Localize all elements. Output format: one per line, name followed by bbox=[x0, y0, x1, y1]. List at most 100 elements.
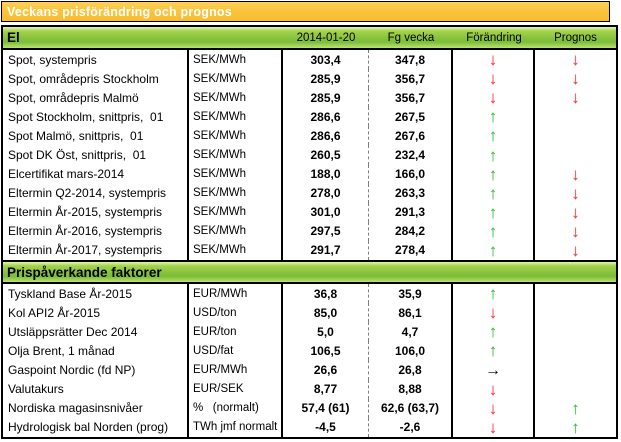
table-row: Spot, områdepris Stockholm SEK/MWh 285,9… bbox=[3, 69, 616, 89]
current-value: 8,77 bbox=[283, 379, 369, 399]
forecast-cell bbox=[535, 88, 616, 107]
change-cell bbox=[453, 341, 535, 361]
forecast-cell bbox=[535, 303, 616, 322]
row-unit: SEK/MWh bbox=[189, 126, 283, 146]
column-header-forecast: Prognos bbox=[554, 31, 597, 44]
change-arrow-icon bbox=[489, 285, 498, 302]
row-unit: SEK/MWh bbox=[189, 69, 283, 89]
current-value: 285,9 bbox=[283, 69, 369, 89]
current-value: -4,5 bbox=[283, 417, 369, 437]
change-arrow-icon bbox=[489, 381, 498, 398]
current-value: 286,6 bbox=[283, 107, 369, 127]
row-label: Eltermin År-2016, systempris bbox=[3, 221, 189, 241]
section-header-prispaverkande: Prispåverkande faktorer bbox=[3, 260, 616, 285]
table-row: Spot DK Öst, snittpris, 01 SEK/MWh 260,5… bbox=[3, 145, 616, 165]
change-arrow-icon bbox=[489, 242, 498, 259]
forecast-arrow-icon bbox=[571, 419, 580, 436]
change-cell bbox=[453, 417, 535, 437]
forecast-cell bbox=[535, 322, 616, 341]
change-cell bbox=[453, 107, 535, 127]
table-row: Nordiska magasinsnivåer % (normalt) 57,4… bbox=[3, 398, 616, 418]
row-label: Spot Malmö, snittpris, 01 bbox=[3, 126, 189, 146]
table-row: Eltermin År-2015, systempris SEK/MWh 301… bbox=[3, 202, 616, 222]
change-cell bbox=[453, 164, 535, 184]
row-unit: EUR/MWh bbox=[189, 284, 283, 304]
current-value: 36,8 bbox=[283, 284, 369, 304]
previous-value: -2,6 bbox=[369, 417, 453, 437]
row-unit: TWh jmf normalt bbox=[189, 417, 283, 437]
row-unit: USD/fat bbox=[189, 341, 283, 361]
row-label: Nordiska magasinsnivåer bbox=[3, 398, 189, 418]
change-cell bbox=[453, 88, 535, 108]
change-cell bbox=[453, 69, 535, 89]
table-row: Gaspoint Nordic (fd NP) EUR/MWh 26,6 26,… bbox=[3, 360, 616, 380]
previous-value: 4,7 bbox=[369, 322, 453, 342]
previous-value: 284,2 bbox=[369, 221, 453, 241]
column-header-prev-week: Fg vecka bbox=[387, 31, 435, 44]
table-row: Eltermin År-2017, systempris SEK/MWh 291… bbox=[3, 240, 616, 261]
table-row: Spot Malmö, snittpris, 01 SEK/MWh 286,6 … bbox=[3, 126, 616, 146]
change-cell bbox=[453, 240, 535, 261]
row-unit: EUR/ton bbox=[189, 322, 283, 342]
previous-value: 35,9 bbox=[369, 284, 453, 304]
row-label: Spot DK Öst, snittpris, 01 bbox=[3, 145, 189, 165]
previous-value: 86,1 bbox=[369, 303, 453, 323]
forecast-cell bbox=[535, 69, 616, 88]
row-label: Elcertifikat mars-2014 bbox=[3, 164, 189, 184]
change-cell bbox=[453, 360, 535, 380]
change-cell bbox=[453, 284, 535, 304]
row-unit: SEK/MWh bbox=[189, 88, 283, 108]
row-unit: SEK/MWh bbox=[189, 145, 283, 165]
table-row: Spot, systempris SEK/MWh 303,4 347,8 bbox=[3, 50, 616, 70]
table-row: Spot, områdepris Malmö SEK/MWh 285,9 356… bbox=[3, 88, 616, 108]
forecast-arrow-icon bbox=[571, 185, 580, 202]
row-unit: % (normalt) bbox=[189, 398, 283, 418]
table-row: Kol API2 År-2015 USD/ton 85,0 86,1 bbox=[3, 303, 616, 323]
row-label: Hydrologisk bal Norden (prog) bbox=[3, 417, 189, 437]
change-arrow-icon bbox=[489, 89, 498, 106]
current-value: 303,4 bbox=[283, 50, 369, 70]
change-arrow-icon bbox=[489, 223, 498, 240]
table-row: Tyskland Base År-2015 EUR/MWh 36,8 35,9 bbox=[3, 284, 616, 304]
row-unit: USD/ton bbox=[189, 303, 283, 323]
change-arrow-icon bbox=[489, 51, 498, 68]
change-arrow-icon bbox=[489, 400, 498, 417]
price-table: El 2014-01-20 Fg vecka Förändring Progno… bbox=[1, 25, 618, 439]
change-arrow-icon bbox=[489, 166, 498, 183]
forecast-cell bbox=[535, 145, 616, 164]
previous-value: 166,0 bbox=[369, 164, 453, 184]
previous-value: 8,88 bbox=[369, 379, 453, 399]
change-arrow-icon bbox=[489, 323, 498, 340]
current-value: 301,0 bbox=[283, 202, 369, 222]
previous-value: 267,6 bbox=[369, 126, 453, 146]
row-unit: SEK/MWh bbox=[189, 107, 283, 127]
forecast-arrow-icon bbox=[571, 70, 580, 87]
forecast-arrow-icon bbox=[571, 89, 580, 106]
forecast-arrow-icon bbox=[571, 242, 580, 259]
forecast-cell bbox=[535, 284, 616, 303]
forecast-cell bbox=[535, 380, 616, 399]
change-arrow-icon bbox=[489, 185, 498, 202]
current-value: 57,4 (61) bbox=[283, 398, 369, 418]
previous-value: 26,8 bbox=[369, 360, 453, 380]
forecast-cell bbox=[535, 241, 616, 260]
current-value: 286,6 bbox=[283, 126, 369, 146]
table-row: Olja Brent, 1 månad USD/fat 106,5 106,0 bbox=[3, 341, 616, 361]
row-label: Utsläppsrätter Dec 2014 bbox=[3, 322, 189, 342]
forecast-cell bbox=[535, 418, 616, 437]
row-unit: SEK/MWh bbox=[189, 50, 283, 70]
forecast-cell bbox=[535, 203, 616, 222]
row-unit: SEK/MWh bbox=[189, 240, 283, 261]
section-header-el: El 2014-01-20 Fg vecka Förändring Progno… bbox=[3, 27, 616, 50]
current-value: 5,0 bbox=[283, 322, 369, 342]
previous-value: 278,4 bbox=[369, 240, 453, 261]
row-label: Gaspoint Nordic (fd NP) bbox=[3, 360, 189, 380]
previous-value: 356,7 bbox=[369, 69, 453, 89]
change-cell bbox=[453, 379, 535, 399]
row-unit: SEK/MWh bbox=[189, 202, 283, 222]
change-cell bbox=[453, 126, 535, 146]
row-label: Valutakurs bbox=[3, 379, 189, 399]
current-value: 26,6 bbox=[283, 360, 369, 380]
previous-value: 347,8 bbox=[369, 50, 453, 70]
